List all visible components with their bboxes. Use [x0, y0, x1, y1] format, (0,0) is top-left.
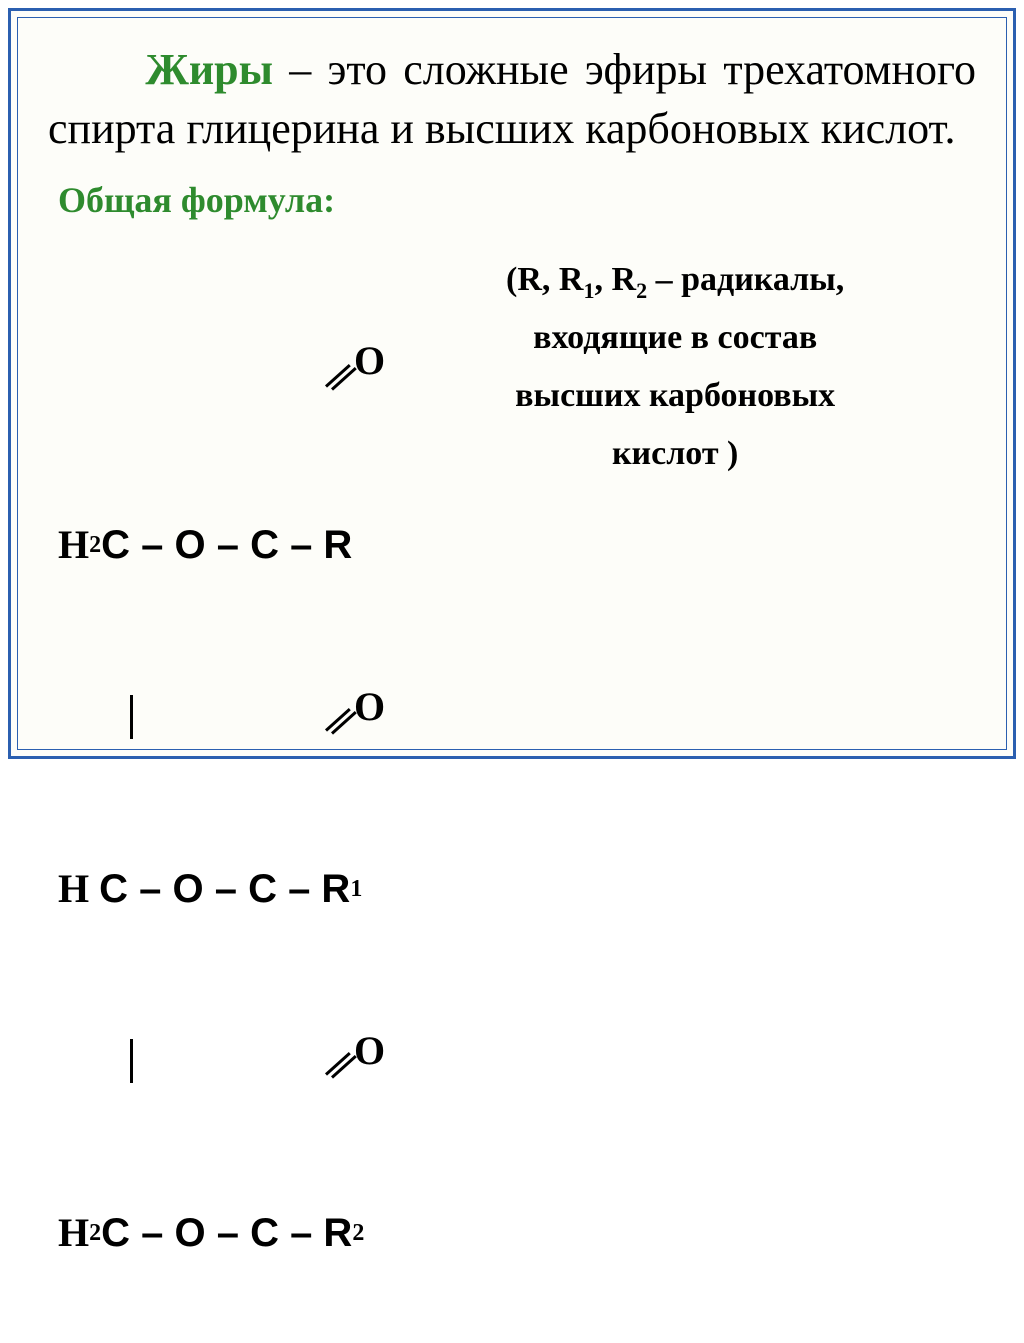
formula-row3-chain: C – O – C – R: [101, 1213, 352, 1253]
formula-row1-chain: C – O – C – R: [101, 525, 352, 565]
note-line3: высших карбоновых: [384, 367, 966, 425]
definition-paragraph: Жиры – это сложные эфиры трехатомного сп…: [48, 40, 976, 159]
inner-frame: Жиры – это сложные эфиры трехатомного сп…: [17, 17, 1007, 750]
formula-row3-end-sub: 2: [352, 1221, 364, 1245]
formula-row2-chain: C – O – C – R: [99, 869, 350, 909]
note-text: (R, R: [506, 261, 583, 298]
bond-vertical-icon: [130, 695, 133, 739]
lower-section: O H2C – O – C – R O H C – O – C – R1: [48, 231, 976, 1341]
formula-row3-h: H: [58, 1213, 89, 1253]
note-line1: (R, R1, R2 – радикалы,: [384, 251, 966, 309]
formula-row2-h: H: [58, 869, 99, 909]
oxygen-atom: O: [354, 1031, 385, 1071]
double-bond-icon: [326, 385, 360, 415]
note-line2: входящие в состав: [384, 309, 966, 367]
formula-row1-sub: 2: [89, 533, 101, 557]
note-text: , R: [595, 261, 637, 298]
definition-term: Жиры: [145, 45, 273, 94]
note-sub: 2: [636, 278, 647, 303]
note-sub: 1: [583, 278, 594, 303]
double-bond-icon: [326, 1073, 360, 1103]
formula-row2-sub: 1: [350, 877, 362, 901]
radicals-note: (R, R1, R2 – радикалы, входящие в состав…: [364, 231, 976, 483]
bond-vertical-icon: [130, 1039, 133, 1083]
chemical-formula: O H2C – O – C – R O H C – O – C – R1: [48, 231, 364, 1341]
formula-row3-sub: 2: [89, 1221, 101, 1245]
double-bond-icon: [326, 729, 360, 759]
formula-row1-h: H: [58, 525, 89, 565]
outer-frame: Жиры – это сложные эфиры трехатомного сп…: [8, 8, 1016, 759]
note-line4: кислот ): [384, 425, 966, 483]
oxygen-atom: O: [354, 687, 385, 727]
formula-label: Общая формула:: [58, 179, 976, 221]
oxygen-atom: O: [354, 341, 385, 381]
note-text: – радикалы,: [647, 261, 844, 298]
